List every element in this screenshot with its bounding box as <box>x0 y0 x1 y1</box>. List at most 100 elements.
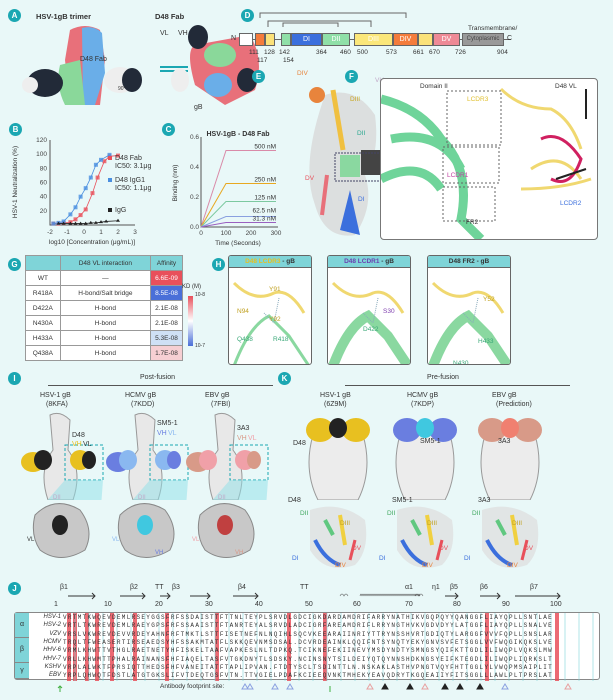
residue-number: 100 <box>550 601 562 608</box>
protein-name: EBV gB <box>205 392 230 399</box>
footprint-triangle <box>406 683 414 690</box>
y-tick-label: 0.4 <box>190 164 199 171</box>
residue-position: 661 <box>413 49 424 56</box>
residue-label: S30 <box>383 308 395 315</box>
species-name: HHV-7 <box>43 655 61 662</box>
residue-label: Y91 <box>269 286 281 293</box>
x-tick-label: 300 <box>271 230 282 237</box>
x-tick-label: -2 <box>47 229 53 236</box>
domain-label: DV <box>352 545 362 552</box>
ribbon-structure <box>482 506 539 568</box>
affinity-cell: 1.7E-08 <box>150 345 183 361</box>
data-point <box>83 221 88 225</box>
footprint-triangle <box>271 683 279 690</box>
data-point <box>73 221 78 225</box>
gb-ribbon-structure <box>309 87 385 236</box>
domain-label: VL <box>27 537 35 543</box>
gb-trimer-structure <box>22 25 259 105</box>
affinity-cell: 5.3E-08 <box>150 330 183 346</box>
y-tick-label: 0.2 <box>190 194 199 201</box>
residue-label: D422 <box>363 326 379 333</box>
protein-name: HSV-1 gB <box>320 392 351 399</box>
table-row: H433A H-bond 5.3E-08 <box>25 330 183 346</box>
target-label: - gB <box>474 258 490 265</box>
domain-label: DII <box>387 510 396 517</box>
residue-position: 904 <box>497 49 508 56</box>
data-point <box>73 217 78 222</box>
data-point <box>61 221 66 225</box>
protein-name: HCMV gB <box>125 392 157 399</box>
data-point <box>88 220 93 224</box>
virus-group-label: β <box>15 637 29 663</box>
domain-block: DIII <box>354 33 393 46</box>
domain-block: DII <box>322 33 350 46</box>
colorbar-title: KD (M) <box>182 284 201 290</box>
concentration-label: 62.5 nM <box>253 208 277 215</box>
x-tick-label: 200 <box>246 230 257 237</box>
data-point <box>83 186 88 191</box>
panel-label-b: B <box>9 123 22 136</box>
data-point <box>78 213 83 218</box>
domain-label: DII <box>300 510 309 517</box>
structure-label: FR2 <box>466 219 479 226</box>
interaction-cell: H-bond <box>59 300 152 316</box>
pre-fusion-title: Pre-fusion <box>427 374 459 381</box>
conserved-column <box>110 613 114 681</box>
panel-label-f: F <box>345 70 358 83</box>
panel-a-gb: gB <box>194 104 203 111</box>
panel-a-right-title: D48 Fab <box>155 12 185 21</box>
secondary-structure-label: TT <box>155 584 164 591</box>
data-point <box>78 221 83 225</box>
antibody-name: 3A3 <box>498 438 511 445</box>
y-tick-label: 20 <box>40 208 48 215</box>
domain-label: DIII <box>512 520 523 527</box>
sequence-row: TRQLTFWEASERTIRSEAEDSYHFSSAKMTATFLSKKQEV… <box>63 638 554 646</box>
domain-label: DIV <box>297 70 308 77</box>
residue-number: 60 <box>353 601 361 608</box>
n-terminus: N <box>231 35 237 42</box>
sequence-alignment: α β γ HSV-1 VRTMTKWQEVDEMLRSEYGGSFRFSSDAISTT… <box>14 612 600 681</box>
residue-number: 20 <box>155 601 163 608</box>
conserved-column <box>85 613 89 681</box>
binding-curve <box>200 216 276 228</box>
concentration-label: 125 nM <box>254 195 276 202</box>
y-tick-label: 0.0 <box>190 224 199 231</box>
domain-label: DIV <box>422 562 433 569</box>
concentration-label: 250 nM <box>254 177 276 184</box>
conserved-column <box>133 613 137 681</box>
data-point <box>102 159 107 164</box>
affinity-cell: 2.1E-08 <box>150 300 183 316</box>
col-header <box>25 255 61 271</box>
data-point <box>83 207 88 212</box>
data-point <box>116 153 120 158</box>
domain-label: DII <box>53 495 61 501</box>
interaction-detail-panel: D48 FR2 - gB Y52 H433 N430 <box>427 255 511 365</box>
footprint-triangle <box>441 683 449 690</box>
footprint-triangle <box>246 683 254 690</box>
legend-ic50: IC50: 1.1μg <box>115 185 151 192</box>
binding-curve <box>200 201 276 228</box>
concentration-label: 31.3 nM <box>253 216 277 223</box>
data-point <box>56 221 61 225</box>
legend-label: D48 IgG1 <box>115 177 145 184</box>
panel-label-c: C <box>162 123 175 136</box>
residue-label: Y52 <box>483 296 495 303</box>
antibody-name: SM5-1 <box>157 420 178 427</box>
panel-a-rotation: 90° <box>118 86 126 92</box>
disulfide-brackets <box>259 12 407 27</box>
interaction-detail-panel: D48 LCDR3 - gB Y91 N94 Y92 Q438 R418 <box>228 255 312 365</box>
antibody-heading: D48 <box>288 497 301 504</box>
legend-marker <box>108 208 112 212</box>
pdb-id: (7FBI) <box>211 401 231 408</box>
data-point <box>104 219 109 223</box>
species-name: KSHV <box>44 663 61 670</box>
secondary-structure-label: β4 <box>238 584 246 591</box>
binding-curve <box>200 150 276 228</box>
protein-name: HCMV gB <box>407 392 439 399</box>
domain-label: DII <box>138 495 146 501</box>
x-axis-label: Time (Seconds) <box>215 240 261 247</box>
secondary-structure-label: β7 <box>530 584 538 591</box>
domain-label: DI <box>379 555 386 562</box>
domain-label: DIII <box>340 520 351 527</box>
sequence-row: VRMLKHWTTVTHGLRAETNETYHFISKELTAAFVAPKESL… <box>63 647 554 655</box>
